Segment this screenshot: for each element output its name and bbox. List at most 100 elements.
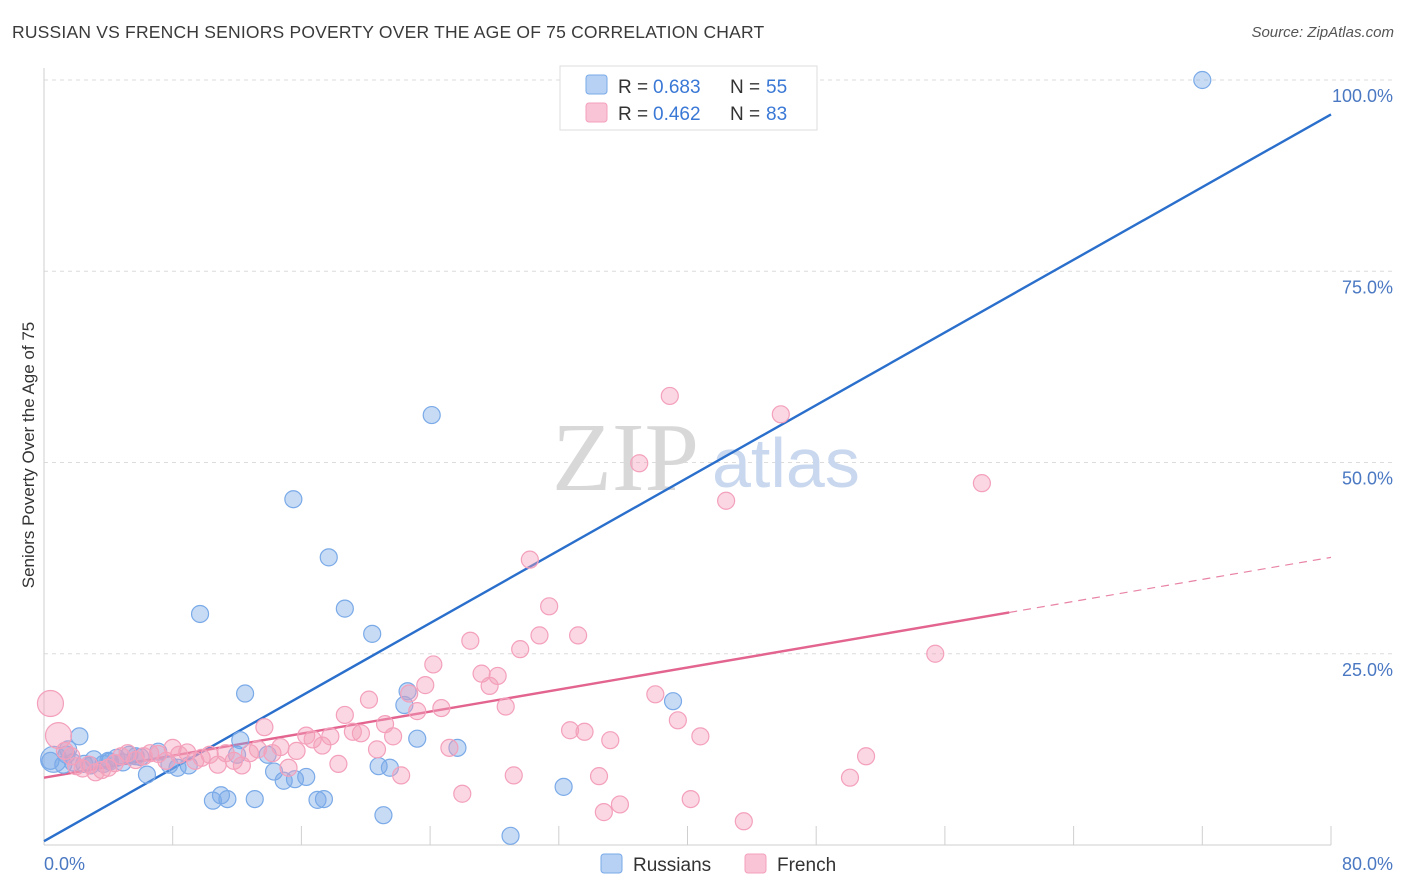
french-point	[589, 767, 609, 786]
french-point	[717, 491, 736, 510]
russians-point	[422, 405, 441, 425]
french-point	[367, 740, 387, 759]
french-point	[575, 722, 594, 741]
russians-point	[245, 789, 264, 809]
russians-point	[314, 789, 334, 809]
french-point	[668, 711, 687, 730]
russians-point	[190, 604, 210, 624]
russians-point	[137, 765, 157, 784]
french-point	[321, 727, 340, 746]
y-tick-label-75: 75.0%	[1342, 277, 1393, 297]
russians-r-label: R =	[618, 77, 648, 98]
french-r-value: 0.462	[653, 104, 701, 125]
french-point	[416, 676, 435, 695]
russians-point	[264, 762, 284, 781]
french-point	[255, 718, 274, 737]
french-point	[972, 474, 992, 493]
russians-n-label: N =	[730, 77, 760, 98]
french-n-value: 83	[766, 104, 787, 125]
russians-swatch	[585, 74, 608, 95]
source-credit: Source: ZipAtlas.com	[1251, 24, 1394, 41]
russians-point	[501, 826, 520, 845]
russians-point	[284, 490, 303, 509]
french-point	[681, 789, 700, 809]
russians-point	[41, 751, 60, 770]
french-point	[359, 690, 379, 709]
french-point	[840, 768, 860, 787]
french-point	[504, 766, 523, 785]
french-point	[432, 698, 451, 718]
y-tick-label-100: 100.0%	[1332, 86, 1393, 106]
russians-point	[663, 692, 683, 711]
french-point	[392, 766, 411, 785]
french-point	[461, 631, 480, 650]
french-point	[271, 737, 290, 757]
french-point	[303, 730, 322, 749]
russians-point	[235, 684, 255, 703]
russians-point	[285, 770, 305, 789]
french-point	[771, 405, 790, 424]
french-point	[329, 754, 348, 774]
stats-legend: R = 0.683 N = 55 R = 0.462 N = 83	[559, 65, 818, 131]
legend-french-swatch	[744, 853, 767, 874]
russians-point	[554, 777, 573, 796]
french-point	[540, 597, 559, 616]
russians-point	[231, 731, 250, 750]
french-point	[560, 721, 580, 740]
russians-r-value: 0.683	[653, 77, 701, 98]
data-points	[36, 70, 1212, 845]
watermark-zip: ZIP	[552, 404, 699, 512]
french-point	[520, 550, 539, 569]
french-point	[734, 812, 753, 831]
french-point	[488, 666, 507, 686]
x-tick-label-min: 0.0%	[44, 854, 85, 874]
french-point	[856, 747, 876, 766]
french-point	[440, 738, 459, 757]
french-point	[62, 747, 81, 766]
russians-point	[363, 624, 382, 643]
chart-title: RUSSIAN VS FRENCH SENIORS POVERTY OVER T…	[12, 22, 765, 42]
russians-point	[218, 789, 237, 809]
russians-point	[374, 806, 393, 825]
y-tick-labels: 25.0% 50.0% 75.0% 100.0%	[1332, 86, 1393, 680]
french-swatch	[585, 102, 608, 123]
russians-point	[1193, 70, 1212, 90]
french-point	[646, 685, 665, 704]
russians-point	[408, 729, 427, 748]
french-point	[511, 640, 530, 659]
russians-trend-line	[43, 113, 1332, 843]
french-point	[530, 626, 549, 645]
french-point	[248, 740, 268, 759]
french-r-label: R =	[618, 104, 648, 125]
french-point	[610, 795, 630, 814]
series-legend: Russians French	[600, 853, 836, 876]
french-point	[926, 644, 945, 663]
y-axis-label: Seniors Poverty Over the Age of 75	[19, 322, 38, 588]
russians-n-value: 55	[766, 77, 787, 98]
french-point	[99, 758, 118, 777]
french-point	[400, 684, 419, 703]
french-point	[351, 724, 371, 743]
grid-lines	[44, 79, 1393, 655]
french-point	[453, 784, 472, 803]
russians-point	[297, 767, 316, 787]
french-point	[36, 689, 65, 718]
russians-point	[308, 790, 327, 809]
french-point	[287, 741, 306, 761]
axes	[43, 68, 1332, 846]
y-tick-label-25: 25.0%	[1342, 660, 1393, 680]
french-n-label: N =	[730, 104, 760, 125]
french-point	[335, 705, 354, 725]
french-point	[601, 731, 620, 750]
x-tick-label-max: 80.0%	[1342, 854, 1393, 874]
french-point	[408, 702, 427, 721]
y-tick-label-50: 50.0%	[1342, 469, 1393, 489]
french-point	[594, 803, 613, 822]
french-trend-extension	[1009, 556, 1332, 614]
legend-french-label: French	[777, 855, 836, 876]
french-point	[496, 697, 515, 716]
russians-point	[319, 548, 338, 567]
russians-point	[168, 758, 187, 777]
watermark-atlas: atlas	[712, 424, 860, 502]
